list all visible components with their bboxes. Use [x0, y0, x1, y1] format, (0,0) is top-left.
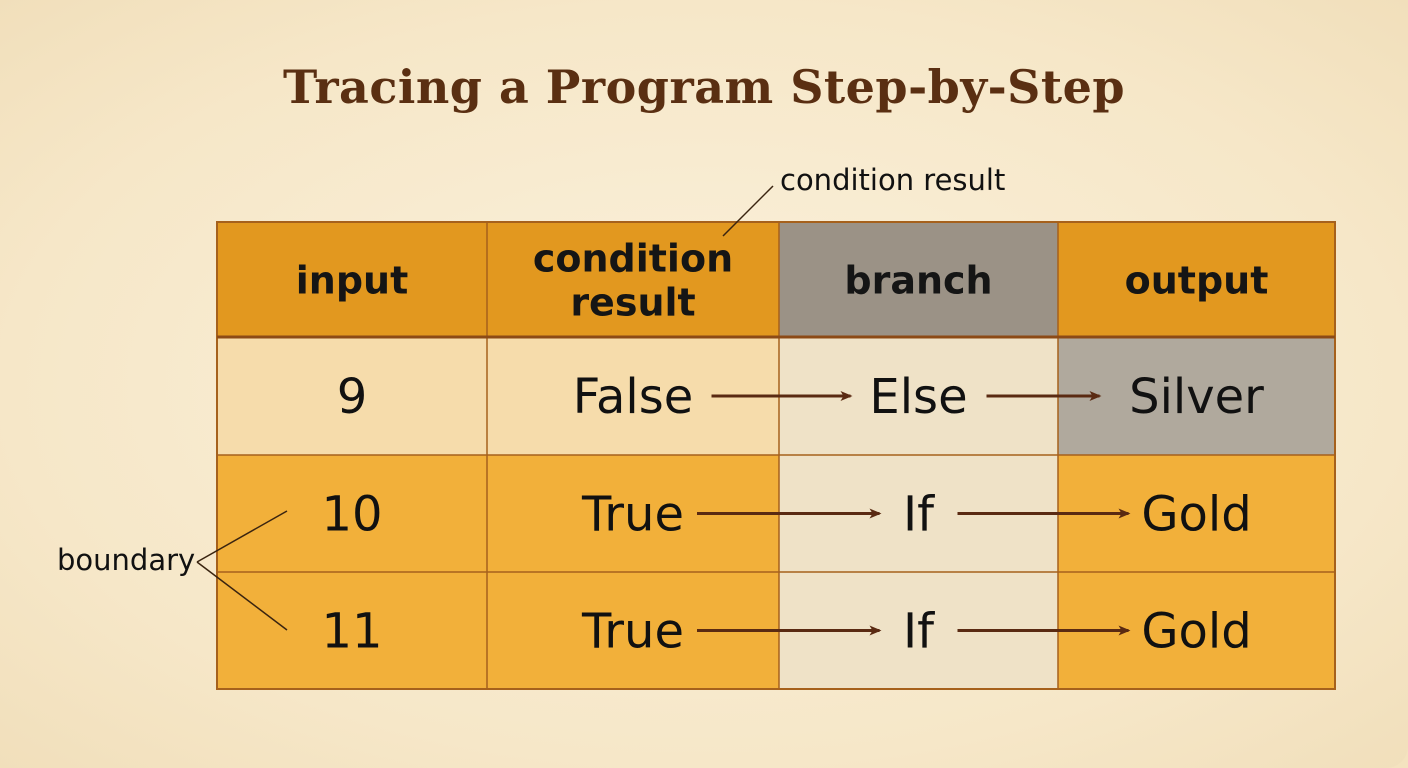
header-cell-input	[217, 222, 487, 337]
table-cell-output	[1058, 337, 1335, 455]
header-label-input: input	[296, 259, 409, 303]
cell-value-condition-result: False	[573, 369, 694, 425]
table-cell-input	[217, 455, 487, 572]
condition-result-callout: condition result	[780, 163, 1005, 197]
cell-value-output: Silver	[1129, 369, 1264, 425]
cell-value-input: 11	[321, 604, 382, 660]
header-cell-branch	[779, 222, 1058, 337]
cell-value-condition-result: True	[581, 487, 684, 543]
cell-value-condition-result: True	[581, 604, 684, 660]
cell-value-output: Gold	[1141, 487, 1251, 543]
header-cell-condition-result	[487, 222, 779, 337]
cell-value-input: 10	[321, 487, 382, 543]
cell-value-output: Gold	[1141, 604, 1251, 660]
cell-value-branch: If	[903, 487, 935, 543]
header-cell-output	[1058, 222, 1335, 337]
header-label-branch: branch	[844, 259, 992, 303]
boundary-leader-bottom	[196, 561, 288, 631]
table-cell-input	[217, 337, 487, 455]
diagram-title: Tracing a Program Step-by-Step	[282, 60, 1126, 114]
table-cell-input	[217, 572, 487, 689]
header-label-output: output	[1125, 259, 1269, 303]
boundary-leader-top	[196, 510, 288, 563]
cell-value-input: 9	[337, 369, 368, 425]
cell-value-branch: Else	[869, 369, 967, 425]
boundary-callout: boundary	[57, 543, 195, 577]
condition-callout-leader	[722, 185, 774, 237]
header-label-condition-result: result	[570, 281, 695, 325]
header-label-condition-result: condition	[533, 237, 733, 281]
cell-value-branch: If	[903, 604, 935, 660]
